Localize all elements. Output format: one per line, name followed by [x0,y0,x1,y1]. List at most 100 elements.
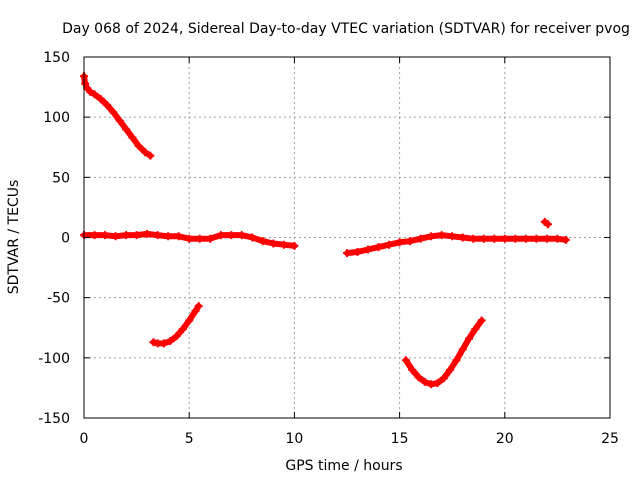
data-point [103,101,112,110]
data-point [96,95,105,104]
data-point [216,231,225,240]
series-near-zero-afternoon [343,231,570,258]
data-point [206,234,215,243]
data-point [191,306,200,315]
series-negative-arc-afternoon [401,316,486,389]
data-point [553,234,562,243]
data-point [141,148,150,157]
data-point [395,238,404,247]
x-axis-label: GPS time / hours [285,458,402,474]
x-tick-label: 5 [185,431,194,447]
x-tick-label: 20 [496,431,514,447]
data-point [258,237,267,246]
data-point [385,240,394,249]
data-point [416,234,425,243]
data-point [86,87,95,96]
data-point [178,324,187,333]
data-point [134,142,143,151]
data-point [521,234,530,243]
data-point [195,234,204,243]
data-point [81,79,90,88]
series-trace [81,73,154,159]
data-point [132,231,141,240]
data-point [185,234,194,243]
y-tick-label: 50 [52,170,70,186]
data-point [90,231,99,240]
data-point [109,108,118,117]
x-tick-label: 25 [601,431,619,447]
series-arc-high-early [80,72,155,160]
data-point [115,116,124,125]
x-tick-label: 15 [391,431,409,447]
data-point [469,234,478,243]
data-point [458,233,467,242]
data-point [511,234,520,243]
data-point [364,245,373,254]
data-point [111,232,120,241]
x-tick-label: 0 [80,431,89,447]
data-point [172,332,181,341]
series-trace [344,232,569,257]
data-point [149,338,158,347]
data-point [490,234,499,243]
y-tick-label: -50 [47,291,70,307]
y-tick-labels: -150 -100 -50 0 50 100 150 [38,50,70,427]
data-point [427,232,436,241]
data-point [343,249,351,258]
data-point [479,234,488,243]
data-point [122,231,131,240]
data-point [290,241,299,250]
x-tick-label: 10 [285,431,303,447]
data-point [471,324,480,333]
data-point [433,379,442,388]
data-point [227,231,236,240]
plot-series [80,72,570,389]
data-point [122,125,131,134]
series-isolated-points [540,217,552,229]
data-point [448,232,457,241]
data-point [561,235,570,244]
data-point [143,229,152,238]
data-point [153,231,162,240]
data-point [279,240,288,249]
data-point [427,380,436,389]
data-point [128,133,137,142]
data-point [406,237,415,246]
data-point [532,234,541,243]
data-point [194,302,203,311]
data-point [437,231,446,240]
data-point [477,316,486,325]
data-point [185,316,194,325]
y-tick-label: 100 [43,110,70,126]
y-tick-label: 150 [43,50,70,66]
data-point [90,90,99,99]
data-point [543,220,552,229]
data-point [500,234,509,243]
data-point [101,231,110,240]
data-point [446,365,455,374]
data-point [146,151,155,160]
data-point [374,243,383,252]
y-tick-label: 0 [61,231,70,247]
data-point [542,234,551,243]
data-point [164,232,173,241]
data-point [414,373,423,382]
chart-title: Day 068 of 2024, Sidereal Day-to-day VTE… [62,21,630,37]
data-point [458,345,467,354]
axis-ticks [83,56,611,419]
series-near-zero-morning [80,229,299,250]
data-point [248,233,257,242]
data-point [353,247,362,256]
data-point [174,232,183,241]
data-point [439,374,448,383]
data-point [401,356,410,365]
data-point [166,336,175,345]
data-point [408,365,417,374]
y-tick-label: -150 [38,411,70,427]
y-axis-label: SDTVAR / TECUs [6,180,22,295]
y-tick-label: -100 [38,351,70,367]
data-point [269,239,278,248]
x-tick-labels: 0 5 10 15 20 25 [80,431,619,447]
series-negative-arc-morning [149,302,203,348]
